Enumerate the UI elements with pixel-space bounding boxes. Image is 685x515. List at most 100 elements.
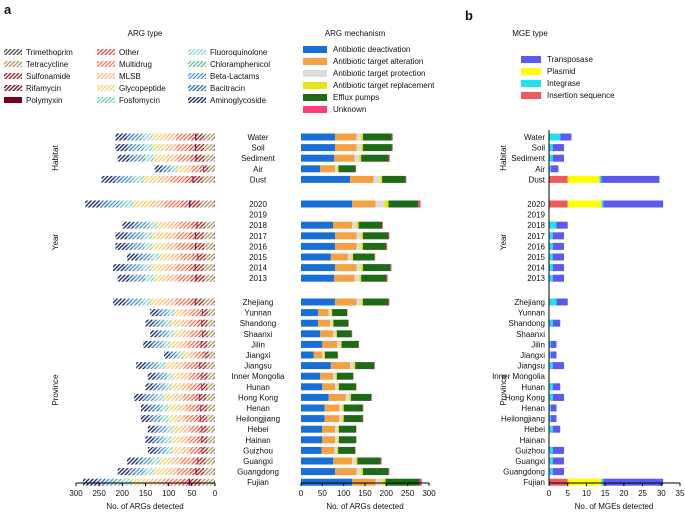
mechanism-bar-hunan-efflux-pumps [338,383,357,391]
arg-type-bar-2017-fosfomycin [149,232,153,240]
arg-legend-label-multidrug: Multidrug [119,60,152,69]
arg-type-bar-sediment-aminoglycoside [117,154,130,162]
arg-type-bar-2020-bacitracin [100,200,109,208]
arg-type-bar-2014-fosfomycin [147,264,151,272]
mechanism-legend-label-antibiotic-target-protection: Antibiotic target protection [333,69,426,78]
arg-type-bar-2013-multidrug [177,274,190,282]
arg-type-bar-2017-glycopeptide [152,232,166,240]
arg-type-bar-henan-chloramphenicol [160,404,163,412]
mechanism-bar-heilongjiang-antibiotic-target-replacement [342,415,344,423]
arg-type-bar-zhejiang-tetracycline [203,298,214,306]
mechanism-bar-inner-mongolia-efflux-pumps [336,372,354,380]
arg-type-bar-water-multidrug [176,133,190,141]
arg-type-bar-yunnan-chloramphenicol [166,309,169,317]
mechanism-legend-label-antibiotic-target-replacement: Antibiotic target replacement [333,81,435,90]
arg-type-bar-2015-fosfomycin [156,253,160,261]
mechanism-bar-henan-antibiotic-target-alteration [324,404,340,412]
arg-mechanism-tick-250: 250 [401,489,415,498]
mechanism-bar-guizhou-antibiotic-deactivation [301,446,322,454]
mge-category-label-2016: 2016 [527,242,545,251]
mge-bar-water-transposase [560,133,572,141]
arg-type-bar-guangdong-fluoroquinolone [145,468,151,476]
arg-type-bar-hunan-mlsb [180,383,188,391]
mechanism-bar-jiangsu-antibiotic-deactivation [301,362,331,370]
arg-type-bar-2014-chloramphenicol [139,264,143,272]
arg-type-bar-soil-fluoroquinolone [144,144,150,152]
arg-type-bar-2020-mlsb [150,200,165,208]
mge-category-label-2017: 2017 [527,232,545,241]
arg-type-bar-yunnan-fluoroquinolone [168,309,173,317]
arg-type-bar-2017-fluoroquinolone [144,232,150,240]
arg-type-bar-water-polymyxin [195,133,197,141]
mechanism-bar-dust-antibiotic-target-alteration [350,175,374,183]
arg-type-bar-zhejiang-other [188,298,195,306]
arg-type-bar-shandong-aminoglycoside [145,319,154,327]
mge-category-label-henan: Henan [521,404,545,413]
category-label-jiangxi: Jiangxi [246,351,271,360]
arg-type-bar-2017-other [189,232,196,240]
arg-type-bar-fujian-trimethoprim [213,478,215,486]
arg-type-bar-2013-trimethoprim [214,274,215,282]
mge-bar-hebei-transposase [552,425,561,433]
arg-type-bar-water-fluoroquinolone [144,133,150,141]
arg-type-bar-2017-tetracycline [204,232,215,240]
arg-type-bar-2014-aminoglycoside [113,264,126,272]
arg-type-bar-inner-mongolia-trimethoprim [214,372,215,380]
arg-type-bar-heilongjiang-polymyxin [200,415,201,423]
arg-type-bar-2016-glycopeptide [152,242,166,250]
mechanism-bar-jiangxi-antibiotic-target-alteration [313,351,323,359]
arg-type-bar-fujian-fluoroquinolone [121,478,128,486]
mechanism-bar-hainan-efflux-pumps [338,436,357,444]
arg-type-bar-hebei-sulfonamide [202,425,208,433]
mechanism-bar-soil-antibiotic-target-protection [356,144,361,152]
arg-type-bar-shandong-polymyxin [201,319,202,327]
category-label-jiangsu: Jiangsu [244,362,272,371]
arg-type-bar-heilongjiang-trimethoprim [214,415,215,423]
mge-bar-hunan-transposase [552,383,561,391]
mechanism-bar-zhejiang-unknown [388,298,390,306]
arg-type-bar-2018-rifamycin [197,221,199,229]
arg-type-bar-hainan-aminoglycoside [145,436,154,444]
arg-type-bar-jilin-glycopeptide [169,340,180,348]
arg-type-bar-dust-multidrug [170,175,186,183]
arg-type-bar-heilongjiang-tetracycline [206,415,215,423]
arg-type-bar-shandong-rifamycin [201,319,203,327]
arg-type-bar-dust-aminoglycoside [101,175,116,183]
mechanism-bar-2017-antibiotic-deactivation [301,232,336,240]
mechanism-bar-shaanxi-antibiotic-target-protection [333,330,336,338]
mechanism-bar-dust-efflux-pumps [382,175,406,183]
mge-bar-hebei-integrase [549,425,553,433]
mge-bar-dust-integrase [599,175,602,183]
arg-type-bar-shaanxi-rifamycin [202,330,204,338]
mechanism-bar-guizhou-antibiotic-target-replacement [336,446,339,454]
arg-legend-swatch-polymyxin [4,97,22,103]
arg-type-bar-soil-chloramphenicol [141,144,145,152]
arg-type-bar-shandong-trimethoprim [214,319,215,327]
arg-type-bar-2018-fosfomycin [153,221,157,229]
arg-type-bar-henan-mlsb [177,404,187,412]
arg-type-bar-2017-beta-lactams [133,232,142,240]
mechanism-bar-zhejiang-antibiotic-target-protection [356,298,361,306]
arg-type-bar-hebei-trimethoprim [214,425,215,433]
arg-type-bar-guangdong-tetracycline [204,468,215,476]
mge-bar-fujian-insertion-sequence [549,478,568,486]
mge-legend-swatch-transposase [521,56,541,63]
arg-type-bar-hebei-glycopeptide [172,425,182,433]
arg-type-bar-jilin-tetracycline [207,340,215,348]
arg-type-bar-jiangsu-tetracycline [206,362,215,370]
arg-type-bar-2013-rifamycin [196,274,198,282]
arg-type-bar-2020-sulfonamide [191,200,201,208]
arg-type-bar-dust-polymyxin [192,175,194,183]
arg-type-bar-inner-mongolia-aminoglycoside [147,372,156,380]
mechanism-bar-sediment-antibiotic-target-alteration [334,154,355,162]
arg-type-bar-2017-rifamycin [196,232,198,240]
mge-bar-guizhou-integrase [549,446,553,454]
mechanism-bar-guizhou-efflux-pumps [338,446,356,454]
mechanism-bar-hebei-antibiotic-target-alteration [322,425,336,433]
category-label-2015: 2015 [249,253,267,262]
mge-bar-2015-integrase [549,253,553,261]
arg-type-bar-soil-mlsb [165,144,177,152]
mechanism-bar-2018-efflux-pumps [358,221,383,229]
mechanism-bar-2020-unknown [418,200,421,208]
arg-type-bar-shaanxi-sulfonamide [203,330,208,338]
